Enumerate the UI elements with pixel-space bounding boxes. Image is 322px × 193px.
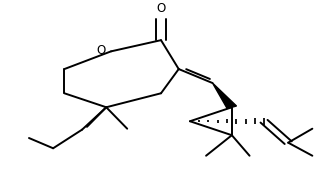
Text: O: O (96, 44, 105, 57)
Polygon shape (213, 83, 237, 108)
Text: O: O (156, 2, 166, 15)
